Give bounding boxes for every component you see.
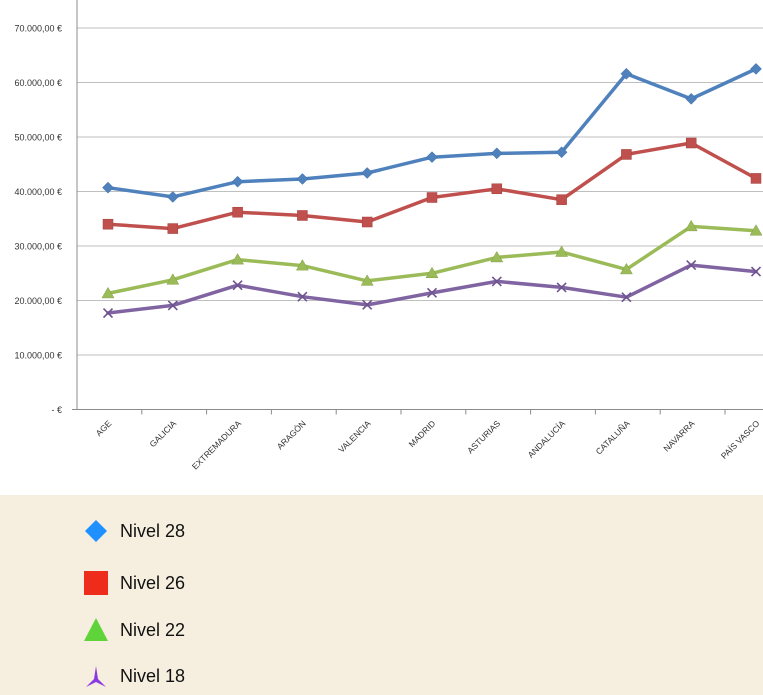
y-tick-label: 30.000,00 € xyxy=(14,242,62,252)
data-point xyxy=(750,63,762,75)
data-point xyxy=(750,173,762,184)
data-point xyxy=(232,206,243,218)
data-point xyxy=(491,183,503,195)
legend-item-nivel-22: Nivel 22 xyxy=(83,615,185,645)
data-point xyxy=(555,146,568,159)
triangle-icon xyxy=(84,618,108,641)
data-point xyxy=(231,253,245,265)
data-point xyxy=(361,216,373,228)
data-point xyxy=(620,67,633,80)
data-point xyxy=(166,273,180,285)
legend-label: Nivel 26 xyxy=(120,572,186,593)
legend-item-nivel-26: Nivel 26 xyxy=(83,568,185,598)
data-point xyxy=(101,286,115,299)
chart-area: - € 10.000,00 € 20.000,00 € 30.000,00 € 40.0… xyxy=(14,0,763,472)
x-tick-label: PAÍS VASCO xyxy=(719,418,762,461)
x-tick-label: ANDALUCÍA xyxy=(526,418,568,460)
data-point xyxy=(490,250,504,263)
data-point xyxy=(556,282,567,293)
x-tick-label: ASTURIAS xyxy=(465,418,502,455)
data-point xyxy=(426,192,438,203)
tri-star-icon xyxy=(86,666,106,687)
data-point xyxy=(750,266,762,277)
data-point xyxy=(491,276,502,287)
x-tick-label: EXTREMADURA xyxy=(190,418,243,471)
data-point xyxy=(621,292,632,303)
data-point xyxy=(490,147,503,160)
x-tick-label: CATALUÑA xyxy=(594,418,632,456)
data-point xyxy=(685,92,698,105)
data-point xyxy=(167,300,178,311)
data-point xyxy=(360,274,374,286)
data-point xyxy=(684,219,698,232)
y-tick-label: 50.000,00 € xyxy=(14,133,62,143)
data-point xyxy=(166,191,179,203)
y-tick-label: 20.000,00 € xyxy=(14,296,62,306)
legend: Nivel 28 Nivel 26 Nivel 22 Nivel 18 xyxy=(0,495,763,695)
data-point xyxy=(361,167,374,179)
data-point xyxy=(167,223,179,234)
x-tick-label: MADRID xyxy=(407,418,438,449)
diamond-icon xyxy=(85,520,107,542)
data-point xyxy=(556,194,567,205)
data-point xyxy=(426,287,438,298)
data-point xyxy=(231,175,244,188)
data-point xyxy=(555,245,569,257)
data-point xyxy=(232,280,243,291)
data-point xyxy=(621,149,632,160)
data-point xyxy=(685,137,697,149)
data-point xyxy=(686,260,697,271)
x-tick-label: VALENCIA xyxy=(336,418,373,455)
data-point xyxy=(749,224,763,236)
x-tick-label: GALICIA xyxy=(147,418,178,449)
data-point xyxy=(102,181,114,194)
line-chart: - € 10.000,00 € 20.000,00 € 30.000,00 € 40.0… xyxy=(14,0,763,472)
series-line xyxy=(106,224,758,296)
data-point xyxy=(102,307,114,319)
data-point xyxy=(295,259,309,271)
x-tick-label: ARAGÓN xyxy=(275,418,308,451)
y-tick-label: 10.000,00 € xyxy=(14,351,62,361)
legend-item-nivel-18: Nivel 18 xyxy=(83,661,185,691)
legend-item-nivel-28: Nivel 28 xyxy=(83,516,185,546)
data-point xyxy=(619,262,633,275)
y-tick-label: - € xyxy=(51,405,62,415)
square-icon xyxy=(84,571,108,595)
legend-label: Nivel 22 xyxy=(120,619,186,640)
series-line xyxy=(106,67,758,199)
legend-label: Nivel 28 xyxy=(120,520,186,541)
data-point xyxy=(425,266,439,278)
legend-label: Nivel 18 xyxy=(120,665,186,686)
data-point xyxy=(362,299,373,310)
data-point xyxy=(102,218,114,230)
data-point xyxy=(297,291,308,302)
y-tick-label: 70.000,00 € xyxy=(14,24,62,34)
y-tick-label: 60.000,00 € xyxy=(14,78,62,88)
x-tick-label: NAVARRA xyxy=(661,418,696,453)
data-point xyxy=(296,173,309,185)
data-point xyxy=(426,151,438,164)
data-point xyxy=(297,210,308,221)
x-tick-label: AGE xyxy=(94,418,114,438)
y-tick-label: 40.000,00 € xyxy=(14,187,62,197)
